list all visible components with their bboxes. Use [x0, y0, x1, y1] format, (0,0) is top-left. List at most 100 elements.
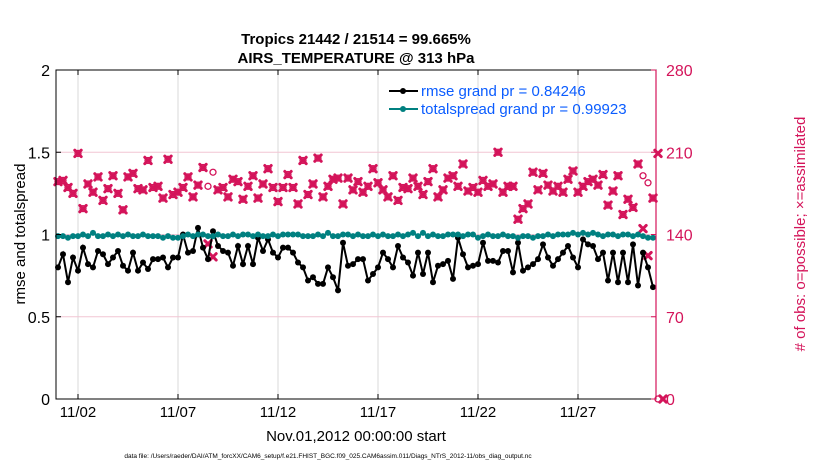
rmse-point [270, 249, 276, 256]
obs-possible-point [354, 177, 362, 186]
rmse-point [75, 267, 81, 274]
rmse-point [640, 249, 646, 256]
rmse-point [650, 284, 656, 291]
totalspread-point [290, 231, 296, 238]
obs-assimilated-point [633, 159, 643, 169]
totalspread-point [640, 233, 646, 240]
rmse-point [600, 249, 606, 256]
obs-assimilated-point [523, 199, 533, 209]
rmse-point [320, 280, 326, 287]
y-tick-label: 2 [41, 63, 50, 80]
rmse-point [95, 247, 101, 254]
rmse-point [280, 244, 286, 251]
totalspread-point [600, 233, 606, 240]
obs-assimilated-point [78, 203, 88, 214]
totalspread-point [335, 233, 341, 240]
rmse-point [385, 256, 391, 263]
rmse-point [300, 264, 306, 271]
obs-assimilated-point [413, 181, 423, 192]
obs-possible-point [204, 182, 212, 190]
totalspread-point [220, 233, 226, 240]
obs-possible-point [569, 167, 577, 175]
totalspread-point [340, 231, 346, 238]
totalspread-point [130, 233, 136, 240]
x-axis-label: Nov.01,2012 00:00:00 start [266, 428, 447, 445]
obs-possible-point [249, 172, 257, 180]
x-tick-label: 11/27 [560, 404, 596, 421]
obs-possible-point [159, 194, 167, 202]
obs-possible-point [194, 181, 202, 189]
obs-assimilated-point [643, 250, 653, 261]
obs-assimilated-point [488, 179, 498, 189]
obs-possible-point [549, 187, 557, 195]
totalspread-point [500, 231, 506, 238]
totalspread-point [420, 229, 426, 236]
y-tick-label: 1.5 [28, 145, 50, 162]
rmse-point [135, 267, 141, 274]
totalspread-point [595, 231, 601, 238]
y-tick-label: 0.5 [28, 310, 50, 327]
rmse-point [335, 287, 341, 294]
chart-title: Tropics 21442 / 21514 = 99.665% [241, 31, 471, 48]
obs-possible-point [89, 188, 97, 196]
rmse-point [115, 247, 121, 254]
obs-possible-point [324, 182, 332, 190]
rmse-point [170, 254, 176, 261]
totalspread-point [245, 231, 251, 238]
obs-possible-point [244, 182, 252, 190]
obs-assimilated-point [253, 193, 263, 203]
obs-possible-point [359, 188, 367, 196]
totalspread-point [380, 231, 386, 238]
rmse-point [510, 269, 516, 276]
rmse-point [495, 259, 501, 266]
obs-possible-point [184, 173, 192, 181]
totalspread-point [170, 234, 176, 241]
rmse-point [430, 279, 436, 286]
rmse-point [570, 254, 576, 261]
obs-assimilated-point [263, 164, 273, 174]
totalspread-point [135, 233, 141, 240]
obs-assimilated-point [623, 194, 633, 204]
obs-possible-point [574, 188, 582, 196]
rmse-point [465, 264, 471, 271]
obs-possible-point [179, 183, 187, 192]
totalspread-point [505, 233, 511, 240]
obs-possible-point [74, 149, 82, 158]
rmse-point [195, 224, 201, 231]
totalspread-point [550, 233, 556, 240]
rmse-point [110, 254, 116, 261]
obs-assimilated-point [378, 185, 388, 195]
obs-possible-point [609, 187, 617, 195]
obs-possible-point [314, 154, 322, 162]
rmse-point [340, 239, 346, 246]
rmse-point [355, 256, 361, 263]
totalspread-point [470, 231, 476, 238]
rmse-point [140, 259, 146, 266]
totalspread-point [620, 231, 626, 238]
rmse-point [500, 247, 506, 254]
rmse-point [420, 270, 426, 277]
rmse-point [520, 267, 526, 274]
obs-assimilated-point [428, 164, 438, 174]
obs-possible-point [459, 160, 467, 168]
rmse-point [410, 272, 416, 279]
rmse-point [285, 244, 291, 251]
totalspread-point [90, 229, 96, 236]
obs-possible-point [294, 200, 302, 208]
totalspread-point [445, 231, 451, 238]
obs-assimilated-point [593, 180, 603, 190]
obs-assimilated-point [313, 153, 323, 163]
obs-possible-point [104, 185, 112, 193]
rmse-point [415, 249, 421, 256]
obs-assimilated-point [538, 168, 548, 179]
y-right-tick-label: 70 [666, 310, 684, 327]
obs-assimilated-point [618, 209, 628, 220]
obs-assimilated-point [343, 173, 353, 183]
rmse-point [390, 264, 396, 271]
obs-assimilated-point [158, 193, 168, 203]
obs-assimilated-point [103, 183, 113, 194]
obs-possible-point [594, 181, 602, 189]
obs-assimilated-point [303, 189, 313, 200]
obs-possible-point [279, 183, 287, 192]
totalspread-point [435, 233, 441, 240]
